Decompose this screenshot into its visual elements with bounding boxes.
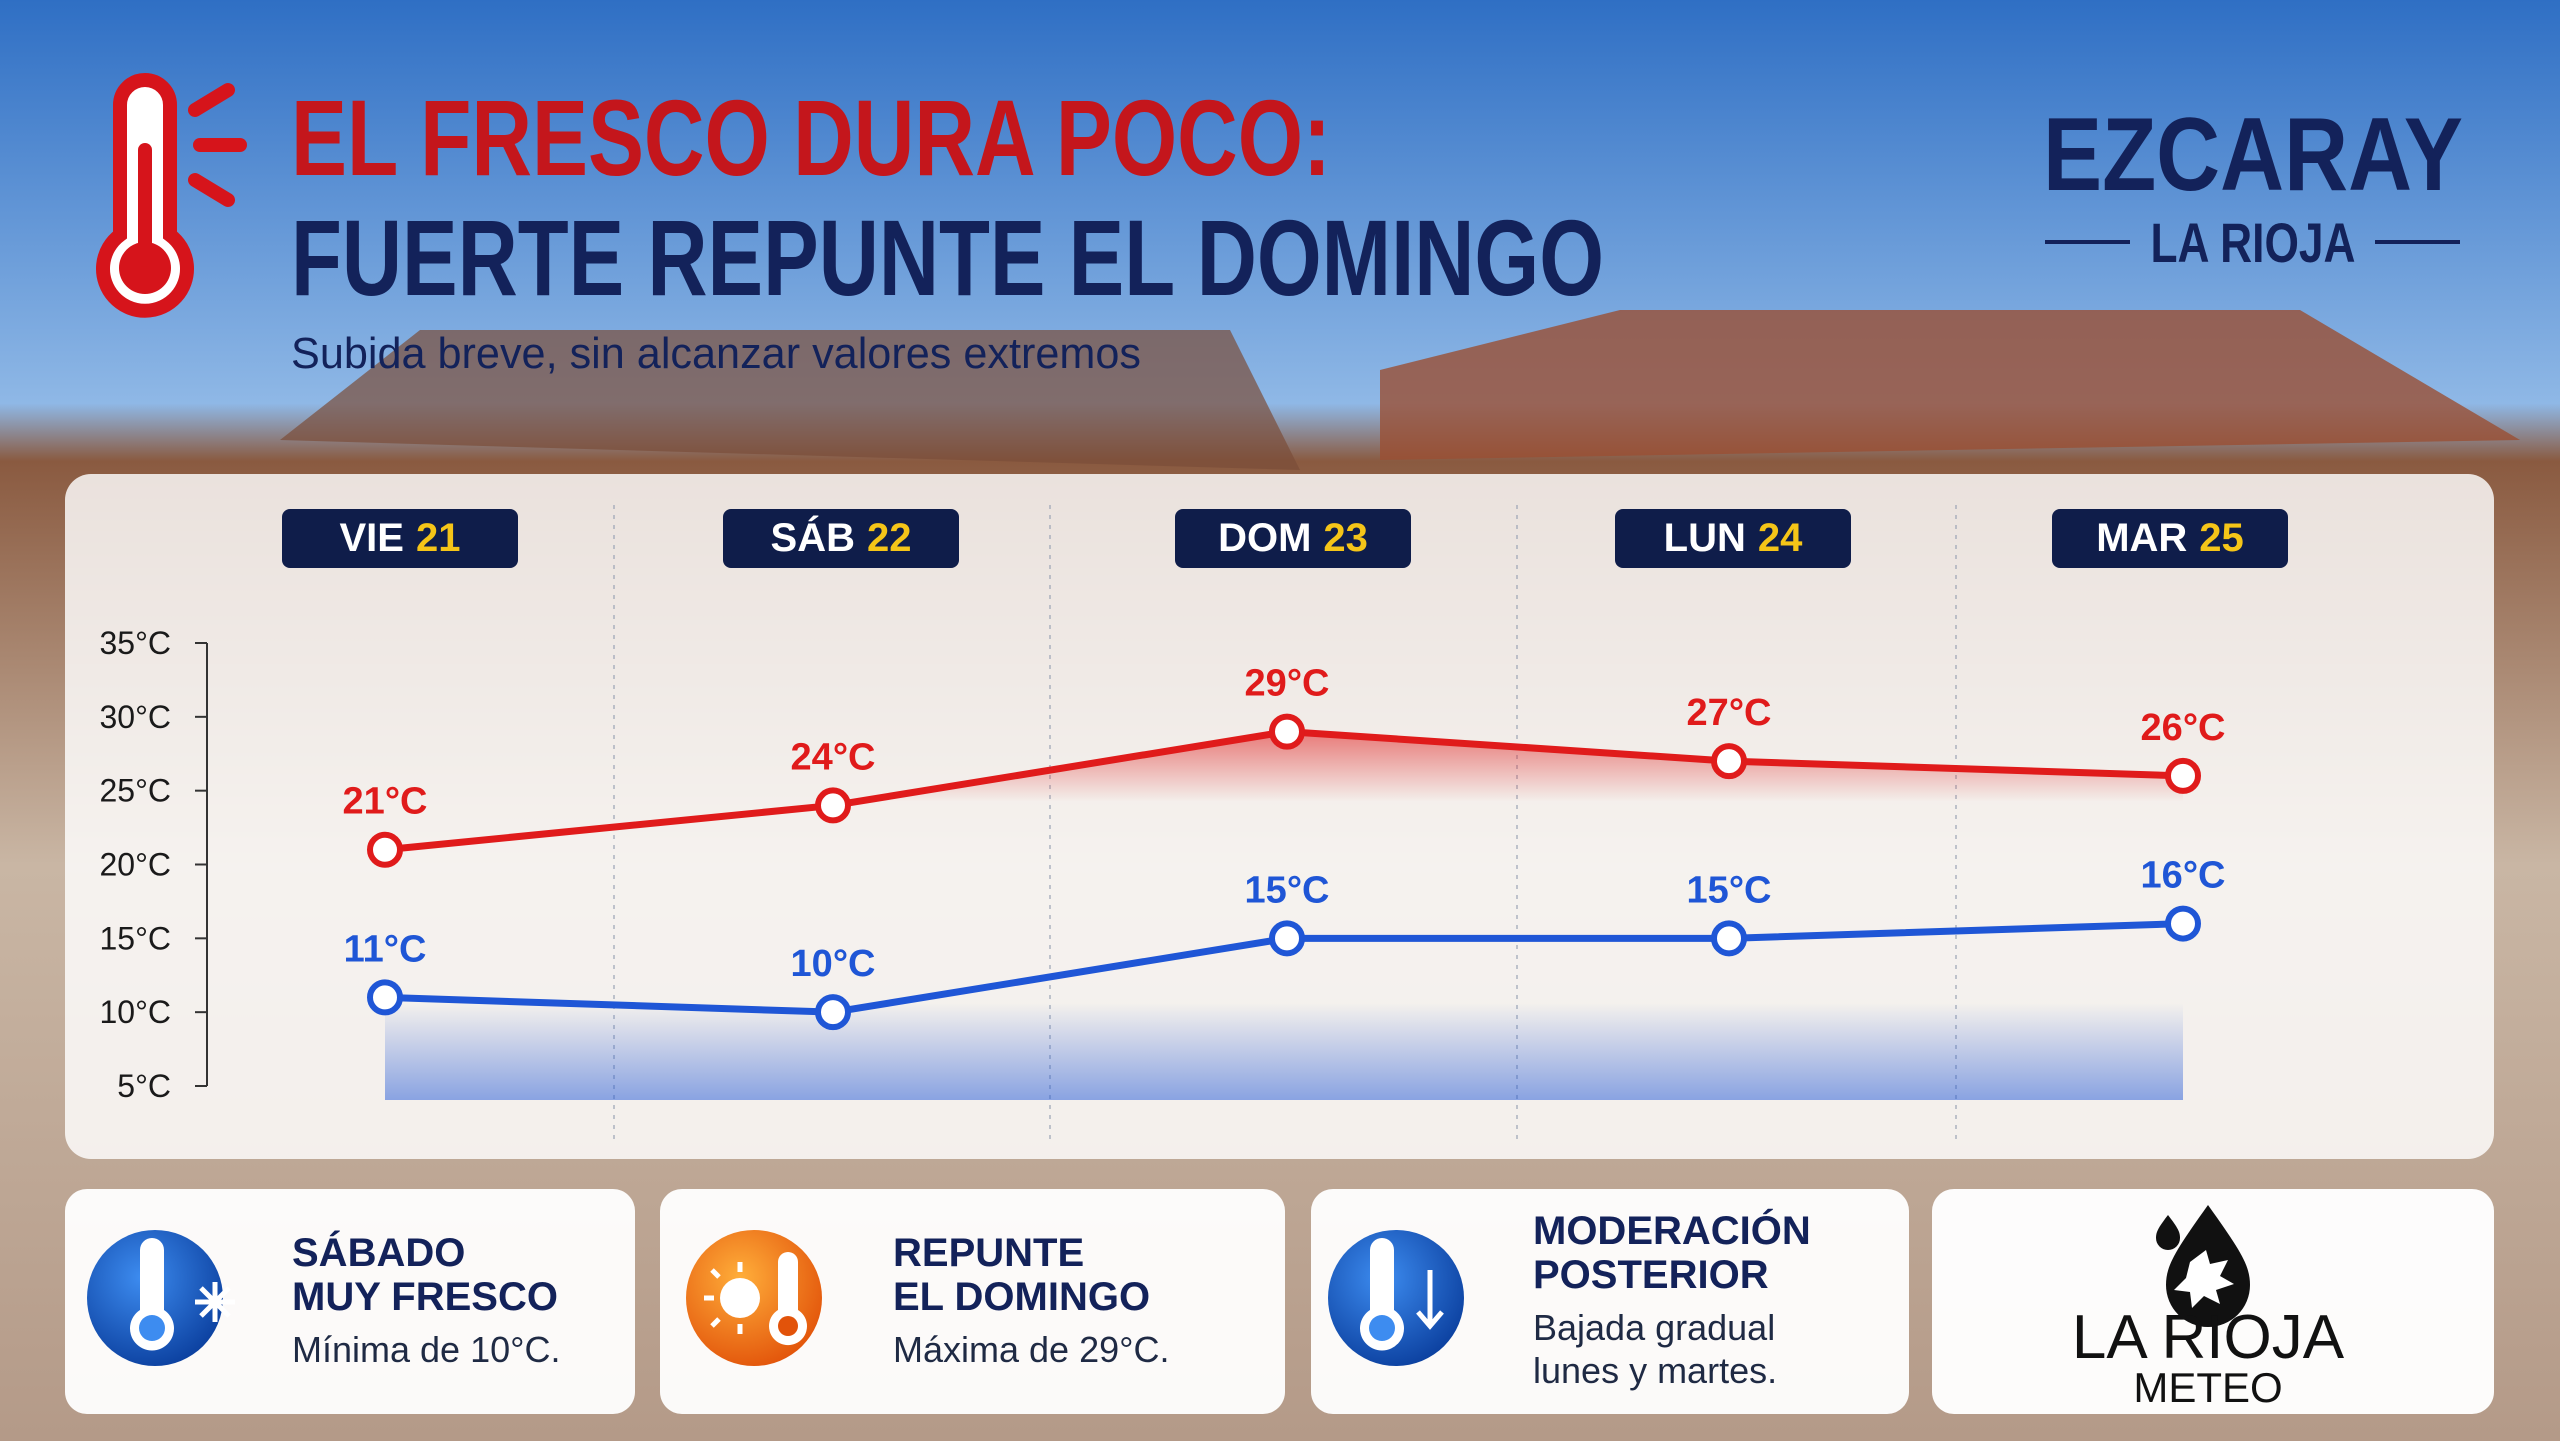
point xyxy=(815,787,851,824)
logo-name: LA RIOJA xyxy=(2072,1303,2345,1372)
data-label: 11°C xyxy=(344,928,427,970)
data-label: 15°C xyxy=(1687,869,1772,911)
day-pill xyxy=(2052,509,2288,568)
data-label: 24°C xyxy=(791,736,876,778)
point xyxy=(367,979,403,1016)
point xyxy=(1711,743,1747,780)
region: LA RIOJA xyxy=(2151,211,2356,274)
logo-sub: METEO xyxy=(2133,1364,2282,1411)
day-name: DOM xyxy=(1218,516,1311,560)
day-pill xyxy=(723,509,959,568)
card-title: REPUNTE xyxy=(893,1231,1084,1275)
subtitle: Subida breve, sin alcanzar valores extre… xyxy=(291,329,1141,378)
day-date: 24 xyxy=(1758,516,1803,560)
y-tick-label: 30°C xyxy=(100,699,172,735)
x-tick-label: LUN 24 xyxy=(1664,516,1803,560)
card xyxy=(1311,1189,1909,1414)
data-label: 27°C xyxy=(1687,692,1772,734)
data-label: 26°C xyxy=(2141,707,2226,749)
card-text: Bajada gradual xyxy=(1533,1307,1775,1348)
data-label: 29°C xyxy=(1245,663,1330,705)
y-tick-label: 5°C xyxy=(117,1068,171,1104)
thermometer-icon xyxy=(96,73,247,318)
x-tick-label: MAR 25 xyxy=(2096,516,2244,560)
x-tick-label: SÁB 22 xyxy=(771,515,912,560)
down-icon xyxy=(1328,1230,1464,1366)
day-date: 21 xyxy=(416,516,461,560)
card-title: SÁBADO xyxy=(292,1230,465,1275)
day-pill xyxy=(1615,509,1851,568)
data-label: 10°C xyxy=(791,943,876,985)
day-date: 25 xyxy=(2199,516,2244,560)
title: FUERTE REPUNTE EL DOMINGO xyxy=(291,197,1604,318)
card-title: MUY FRESCO xyxy=(292,1275,558,1319)
day-pill xyxy=(282,509,518,568)
roof xyxy=(280,330,1300,470)
card-title: MODERACIÓN xyxy=(1533,1207,1811,1253)
day-date: 23 xyxy=(1323,516,1368,560)
card-text: Máxima de 29°C. xyxy=(893,1329,1170,1370)
point xyxy=(1711,920,1747,957)
heat-icon xyxy=(686,1230,822,1366)
cold-icon xyxy=(87,1230,235,1366)
y-tick-label: 20°C xyxy=(100,847,172,883)
logo-drop xyxy=(2156,1205,2250,1327)
day-pill xyxy=(1175,509,1411,568)
place: EZCARAY xyxy=(2043,97,2463,213)
area xyxy=(385,923,2183,1100)
title: EL FRESCO DURA POCO: xyxy=(291,77,1331,198)
card-text: lunes y martes. xyxy=(1533,1350,1777,1391)
day-date: 22 xyxy=(867,516,912,560)
point xyxy=(2165,757,2201,794)
point xyxy=(2165,905,2201,942)
y-tick-label: 25°C xyxy=(100,773,172,809)
data-label: 15°C xyxy=(1245,869,1330,911)
point xyxy=(367,831,403,868)
data-label: 21°C xyxy=(343,781,428,823)
data-label: 16°C xyxy=(2141,855,2226,897)
point xyxy=(1269,713,1305,750)
card xyxy=(660,1189,1285,1414)
day-name: VIE xyxy=(340,516,404,560)
card-title: POSTERIOR xyxy=(1533,1253,1769,1297)
point xyxy=(815,994,851,1031)
y-tick-label: 10°C xyxy=(100,994,172,1030)
x-tick-label: DOM 23 xyxy=(1218,516,1368,560)
card-text: Mínima de 10°C. xyxy=(292,1329,561,1370)
day-name: LUN xyxy=(1664,516,1746,560)
card-title: EL DOMINGO xyxy=(893,1275,1150,1319)
y-tick-label: 35°C xyxy=(100,625,172,661)
card xyxy=(65,1189,635,1414)
y-tick-label: 15°C xyxy=(100,920,172,956)
x-tick-label: VIE 21 xyxy=(340,516,461,560)
point xyxy=(1269,920,1305,957)
day-name: MAR xyxy=(2096,516,2187,560)
day-name: SÁB xyxy=(771,515,855,560)
chart: 5°C 10°C 15°C 20°C 25°C 30°C 35°C VIE 21 SÁB 22 DOM… xyxy=(100,505,2288,1145)
roof xyxy=(1380,310,2520,460)
